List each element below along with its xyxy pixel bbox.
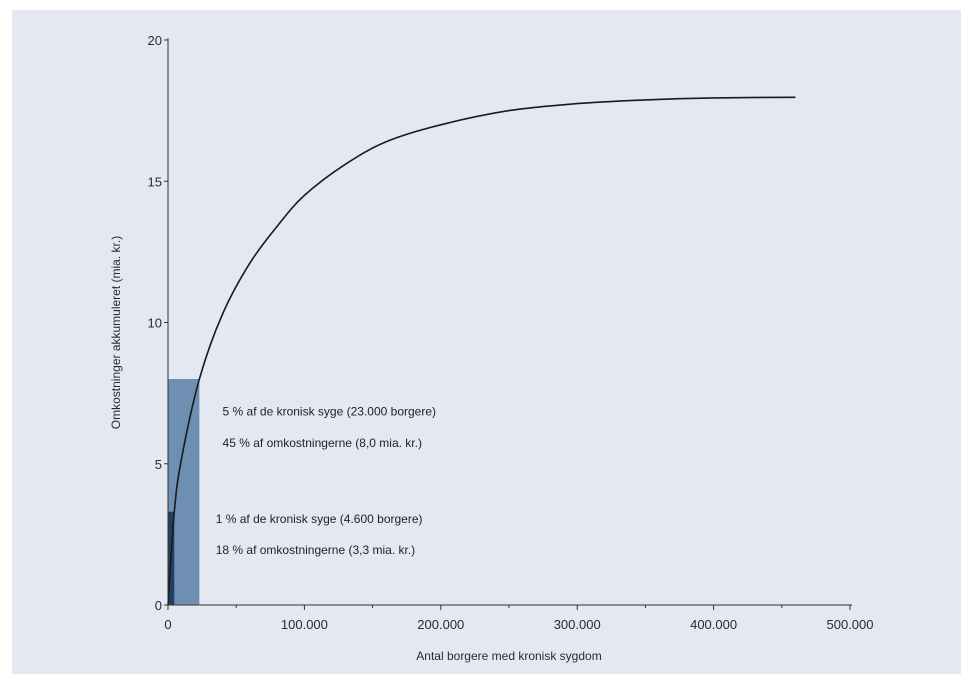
y-tick-label: 15 xyxy=(148,174,162,189)
y-axis-title: Omkostninger akkumuleret (mia. kr.) xyxy=(109,236,123,429)
x-tick-label: 500.000 xyxy=(827,617,874,632)
line-layer xyxy=(167,96,796,606)
annotation-text: 1 % af de kronisk syge (4.600 borgere) xyxy=(216,512,423,526)
x-tick-label: 100.000 xyxy=(281,617,328,632)
x-tick-label: 200.000 xyxy=(417,617,464,632)
series-line-1 xyxy=(167,96,796,606)
axes-layer xyxy=(167,38,852,606)
x-axis-title: Antal borgere med kronisk sygdom xyxy=(416,649,601,663)
y-tick-label: 0 xyxy=(155,598,162,613)
ticks-layer: 0 5 10 15 20 0 100.000 200.000 300.000 400.000 500… xyxy=(148,33,874,632)
x-tick-label: 0 xyxy=(164,617,171,632)
annotation-text: 45 % af omkostningerne (8,0 mia. kr.) xyxy=(223,436,422,450)
y-tick-label: 20 xyxy=(148,33,162,48)
y-tick-label: 5 xyxy=(155,457,162,472)
chart-panel: 0 5 10 15 20 0 100.000 200.000 300.000 400.000 500… xyxy=(12,10,961,674)
bars-layer xyxy=(168,379,200,605)
annotation-text: 5 % af de kronisk syge (23.000 borgere) xyxy=(223,405,436,419)
y-tick-label: 10 xyxy=(148,316,162,331)
x-tick-label: 300.000 xyxy=(554,617,601,632)
chart-svg: 0 5 10 15 20 0 100.000 200.000 300.000 400.000 500… xyxy=(109,33,874,663)
annotations-layer: 5 % af de kronisk syge (23.000 borgere) 4… xyxy=(216,405,436,557)
x-tick-label: 400.000 xyxy=(690,617,737,632)
annotation-text: 18 % af omkostningerne (3,3 mia. kr.) xyxy=(216,543,415,557)
